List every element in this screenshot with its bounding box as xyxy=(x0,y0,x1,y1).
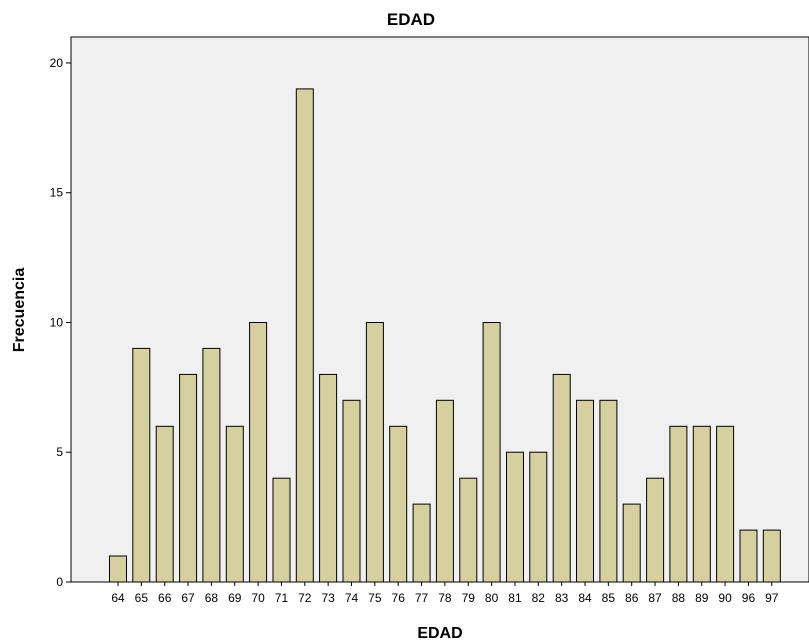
y-tick-label-10: 10 xyxy=(50,315,64,329)
bar-77 xyxy=(412,503,431,583)
bar-86 xyxy=(622,503,641,583)
x-tick-label-65: 65 xyxy=(135,591,149,605)
bars-layer xyxy=(109,88,781,583)
x-tick-label-76: 76 xyxy=(392,591,406,605)
x-tick-label-72: 72 xyxy=(298,591,312,605)
x-tick-label-68: 68 xyxy=(205,591,219,605)
x-tick-label-89: 89 xyxy=(695,591,709,605)
bar-88 xyxy=(669,425,688,583)
x-tick-label-81: 81 xyxy=(508,591,522,605)
y-axis-title: Frecuencia xyxy=(11,268,28,353)
x-tick-label-69: 69 xyxy=(228,591,242,605)
x-tick-label-66: 66 xyxy=(158,591,172,605)
bar-66 xyxy=(155,425,174,583)
x-tick-label-77: 77 xyxy=(415,591,429,605)
chart-title: EDAD xyxy=(387,10,435,29)
x-tick-label-88: 88 xyxy=(672,591,686,605)
bar-64 xyxy=(109,555,127,583)
x-tick-label-74: 74 xyxy=(345,591,359,605)
x-tick-label-71: 71 xyxy=(275,591,289,605)
x-tick-label-87: 87 xyxy=(648,591,662,605)
y-tick-label-15: 15 xyxy=(50,186,64,200)
bar-74 xyxy=(342,399,361,583)
bar-73 xyxy=(319,373,338,583)
x-axis: 64 65 66 67 68 69 70 71 72 73 74 75 76 77 78 79 80 81 82 83… xyxy=(111,582,779,605)
bar-76 xyxy=(389,425,408,583)
bar-72 xyxy=(295,88,314,583)
x-tick-label-73: 73 xyxy=(321,591,335,605)
x-tick-label-67: 67 xyxy=(181,591,195,605)
bar-67 xyxy=(179,373,198,583)
y-axis: 0 5 10 15 20 xyxy=(50,56,71,589)
bar-96 xyxy=(739,529,758,583)
y-tick-label-5: 5 xyxy=(56,445,63,459)
x-tick-label-80: 80 xyxy=(485,591,499,605)
x-tick-label-86: 86 xyxy=(625,591,639,605)
x-tick-label-97: 97 xyxy=(765,591,779,605)
bar-70 xyxy=(249,322,268,583)
x-tick-label-70: 70 xyxy=(251,591,265,605)
x-tick-label-64: 64 xyxy=(111,591,125,605)
x-tick-label-83: 83 xyxy=(555,591,569,605)
bar-97 xyxy=(762,529,781,583)
y-tick-label-0: 0 xyxy=(56,575,63,589)
bar-75 xyxy=(365,322,384,583)
x-tick-label-96: 96 xyxy=(742,591,756,605)
bar-68 xyxy=(202,347,221,583)
bar-84 xyxy=(576,399,594,583)
y-tick-label-20: 20 xyxy=(50,56,64,70)
bar-71 xyxy=(272,477,291,583)
x-tick-label-90: 90 xyxy=(718,591,732,605)
bar-69 xyxy=(225,425,244,583)
x-tick-label-75: 75 xyxy=(368,591,382,605)
x-tick-label-82: 82 xyxy=(532,591,546,605)
bar-89 xyxy=(692,425,711,583)
bar-85 xyxy=(599,399,618,583)
bar-90 xyxy=(716,425,735,583)
bar-82 xyxy=(529,451,548,583)
x-tick-label-78: 78 xyxy=(438,591,452,605)
bar-80 xyxy=(482,322,501,583)
bar-65 xyxy=(132,347,151,583)
bar-79 xyxy=(459,477,478,583)
x-tick-label-79: 79 xyxy=(462,591,476,605)
bar-83 xyxy=(552,373,571,583)
x-axis-title: EDAD xyxy=(417,625,462,642)
x-tick-label-84: 84 xyxy=(578,591,592,605)
x-tick-label-85: 85 xyxy=(602,591,616,605)
bar-81 xyxy=(506,451,524,583)
bar-87 xyxy=(646,477,665,583)
bar-78 xyxy=(435,399,454,583)
